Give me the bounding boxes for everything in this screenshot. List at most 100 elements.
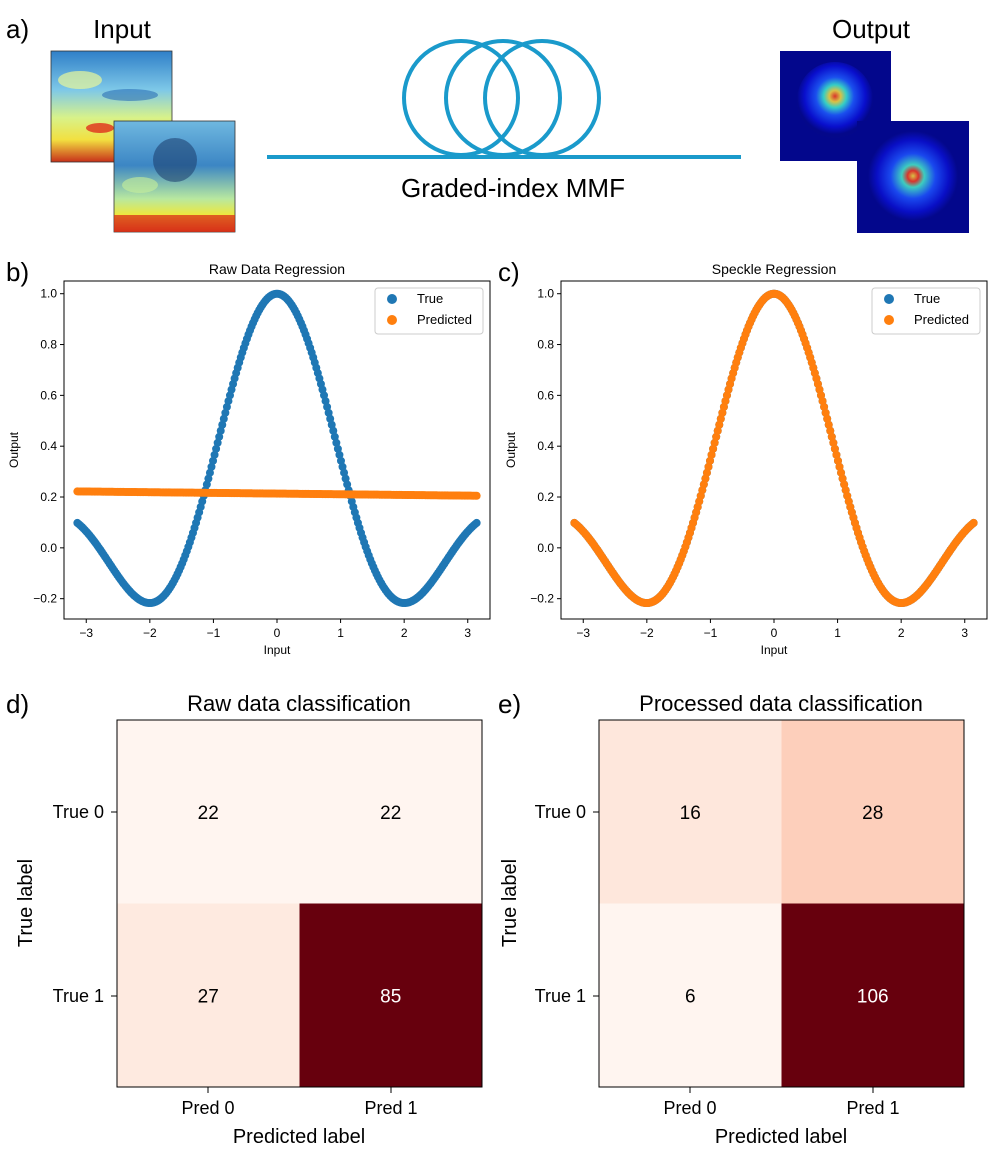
cm-d-xtick-1: Pred 1: [364, 1098, 417, 1118]
data-point: [707, 450, 716, 459]
fiber-loop-3: [483, 39, 601, 157]
data-point: [209, 456, 218, 465]
legend-c-true-marker: [884, 294, 894, 304]
legend-b-true: True: [417, 291, 443, 306]
cm-value: 106: [857, 986, 889, 1007]
x-tick-label: 1: [337, 626, 344, 640]
panel-c-label: c): [498, 257, 520, 287]
x-tick-label: −3: [576, 626, 590, 640]
series-predicted: [73, 487, 481, 500]
data-point: [335, 450, 344, 459]
chart-c-xlabel: Input: [761, 643, 788, 657]
data-point: [712, 432, 721, 441]
panel-d-label: d): [6, 689, 29, 719]
chart-b-xticks: −3 −2 −1 0 1 2 3: [79, 619, 471, 640]
cm-d-ylabel: True label: [15, 859, 37, 947]
chart-b-ylabel: Output: [7, 431, 21, 468]
x-tick-label: 0: [274, 626, 281, 640]
cm-cell: [781, 903, 964, 1087]
cm-e-xtick-1: Pred 1: [846, 1098, 899, 1118]
data-point: [706, 456, 715, 465]
cm-value: 16: [680, 803, 701, 824]
y-tick-label: 0.0: [40, 541, 57, 555]
x-tick-label: 1: [834, 626, 841, 640]
panel-a-label: a): [6, 14, 29, 44]
data-point: [827, 432, 836, 441]
cm-cell: [117, 903, 300, 1087]
cm-d-xtick-0: Pred 0: [181, 1098, 234, 1118]
cm-d-frame: [116, 719, 483, 1088]
output-title: Output: [832, 14, 911, 44]
fiber-loop-1: [402, 39, 520, 157]
data-point: [218, 420, 227, 429]
data-point: [210, 450, 219, 459]
fiber-label: Graded-index MMF: [401, 173, 625, 203]
data-point: [472, 491, 481, 500]
data-point: [823, 414, 832, 423]
data-point: [710, 438, 719, 447]
x-tick-label: −2: [143, 626, 157, 640]
x-tick-label: 0: [771, 626, 778, 640]
legend-c-pred-marker: [884, 315, 894, 325]
y-tick-label: 0.4: [537, 439, 554, 453]
chart-b-xlabel: Input: [264, 643, 291, 657]
data-point: [215, 432, 224, 441]
data-point: [326, 414, 335, 423]
y-tick-label: 0.8: [40, 338, 57, 352]
cm-cell: [299, 903, 482, 1087]
cm-e-ylabel: True label: [499, 859, 521, 947]
chart-b-legend: True Predicted: [374, 287, 484, 335]
data-point: [713, 426, 722, 435]
x-tick-label: −3: [79, 626, 93, 640]
chart-b-frame: [63, 280, 491, 620]
data-point: [327, 420, 336, 429]
cm-e-cells: 16 28 6 106: [599, 720, 964, 1087]
data-point: [216, 426, 225, 435]
chart-c-legend: True Predicted: [871, 287, 981, 335]
cm-d-ytick-1: True 1: [53, 986, 104, 1006]
chart-b-title: Raw Data Regression: [209, 261, 345, 277]
y-tick-label: −0.2: [530, 592, 554, 606]
y-tick-label: 0.6: [40, 388, 57, 402]
chart-b-points: [73, 289, 481, 608]
x-tick-label: 2: [898, 626, 905, 640]
cm-value: 6: [685, 986, 696, 1007]
chart-b-yticks: −0.2 0.0 0.2 0.4 0.6 0.8 1.0: [33, 287, 64, 606]
legend-c-pred: Predicted: [914, 312, 969, 327]
data-point: [709, 444, 718, 453]
x-tick-label: 3: [464, 626, 471, 640]
x-tick-label: −1: [207, 626, 221, 640]
legend-b-pred: Predicted: [417, 312, 472, 327]
cm-e-title: Processed data classification: [639, 691, 923, 716]
x-tick-label: −2: [640, 626, 654, 640]
cm-e-frame: [598, 719, 965, 1088]
data-point: [472, 518, 481, 527]
data-point: [330, 432, 339, 441]
cm-d-cells: 22 22 27 85: [117, 720, 482, 1087]
cm-d-title: Raw data classification: [187, 691, 411, 716]
cm-e-ytick-0: True 0: [535, 802, 586, 822]
y-tick-label: 0.2: [40, 490, 57, 504]
data-point: [332, 438, 341, 447]
cm-d-ytick-0: True 0: [53, 802, 104, 822]
cm-value: 22: [198, 803, 219, 824]
data-point: [329, 426, 338, 435]
data-point: [969, 518, 978, 527]
data-point: [213, 438, 222, 447]
series-true: [73, 289, 481, 608]
y-tick-label: 0.8: [537, 338, 554, 352]
x-tick-label: −1: [704, 626, 718, 640]
chart-c-ylabel: Output: [504, 431, 518, 468]
input-title: Input: [93, 14, 152, 44]
fiber-diagram: [267, 39, 741, 159]
y-tick-label: 1.0: [40, 287, 57, 301]
data-point: [830, 444, 839, 453]
cm-e-xtick-0: Pred 0: [663, 1098, 716, 1118]
data-point: [832, 450, 841, 459]
legend-c-true: True: [914, 291, 940, 306]
chart-c-title: Speckle Regression: [712, 261, 837, 277]
cm-cell: [781, 720, 964, 904]
fiber-loop-2: [444, 39, 562, 157]
legend-b-pred-marker: [387, 315, 397, 325]
